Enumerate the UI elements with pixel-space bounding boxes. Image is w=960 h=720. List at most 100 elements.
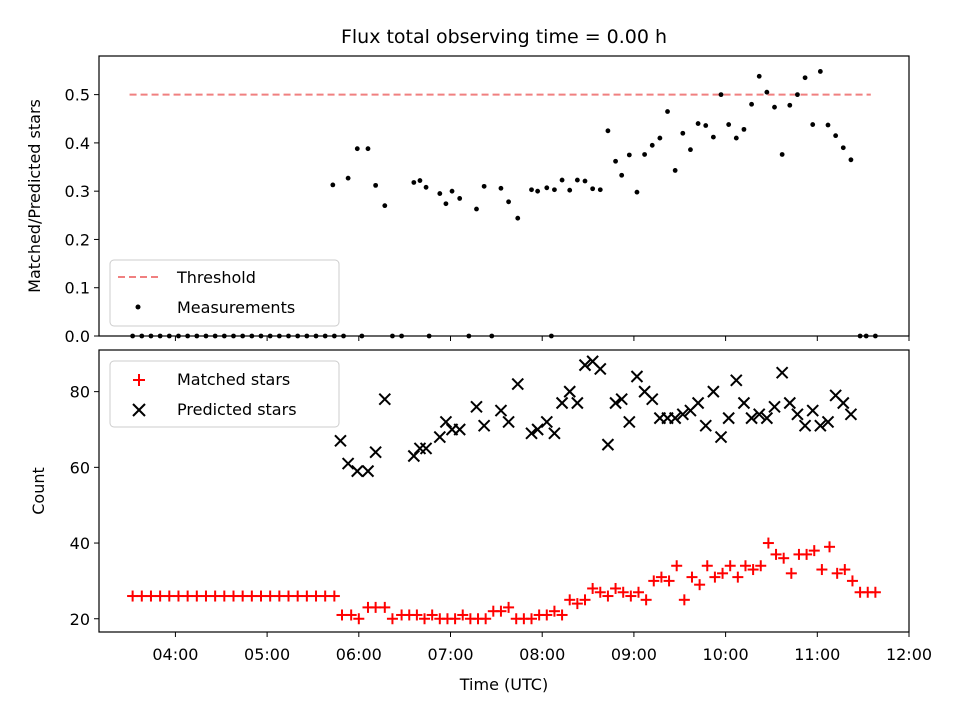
matched-point	[747, 564, 759, 576]
predicted-point	[737, 396, 751, 410]
matched-point	[801, 548, 813, 560]
matched-point	[717, 567, 729, 579]
matched-point	[755, 560, 767, 572]
measurement-point	[437, 191, 443, 196]
matched-point	[869, 586, 881, 598]
bottom-y-axis-label: Count	[29, 467, 48, 515]
predicted-point	[378, 393, 391, 406]
measurement-point	[474, 206, 479, 212]
matched-point	[694, 579, 706, 591]
measurement-point	[688, 147, 693, 153]
predicted-point	[419, 442, 433, 455]
matched-point	[548, 605, 560, 617]
predicted-point	[646, 393, 659, 406]
measurement-point	[695, 121, 701, 126]
predicted-point	[753, 408, 766, 421]
predicted-point	[548, 427, 561, 440]
measurement-point	[559, 177, 565, 183]
matched-point	[136, 590, 148, 602]
predicted-point	[578, 358, 592, 372]
predicted-point	[609, 396, 622, 410]
measurement-point	[741, 126, 747, 132]
matched-point	[227, 590, 239, 602]
measurement-point	[457, 196, 463, 201]
matched-point	[808, 545, 820, 557]
xtick-label-7: 11:00	[794, 645, 840, 664]
predicted-point	[470, 400, 483, 413]
matched-point	[839, 564, 851, 576]
xtick-label-1: 05:00	[244, 645, 290, 664]
matched-point	[648, 575, 660, 587]
matched-point	[701, 560, 713, 572]
measurement-point	[449, 188, 455, 194]
matched-point	[370, 601, 382, 613]
predicted-point	[511, 377, 524, 391]
bottom-panel: 20 40 60 80 04:00 05:00 06:00 07:00 08:00 09:00 1…	[29, 349, 932, 694]
measurement-point	[626, 152, 632, 158]
predicted-point	[494, 404, 508, 417]
matched-point	[345, 609, 357, 621]
predicted-point	[341, 457, 355, 470]
matched-point	[625, 590, 637, 602]
matched-stars-series	[127, 537, 881, 625]
matched-point	[495, 605, 507, 617]
measurement-point	[354, 146, 360, 152]
matched-point	[209, 590, 221, 602]
matched-point	[336, 609, 348, 621]
matched-point	[163, 590, 175, 602]
predicted-point	[760, 411, 774, 425]
matched-point	[564, 594, 576, 606]
top-y-axis-label: Matched/Predicted stars	[25, 99, 44, 293]
top-panel: 0.0 0.1 0.2 0.3 0.4 0.5 Matched/Predicted sta…	[25, 55, 910, 346]
measurement-point	[567, 187, 573, 193]
top-ytick-label-1: 0.1	[65, 279, 90, 298]
matched-point	[785, 567, 797, 579]
bottom-ytick-label-2: 60	[70, 458, 90, 477]
matched-point	[732, 571, 744, 583]
predicted-point	[837, 396, 850, 410]
predicted-point	[814, 419, 827, 432]
measurement-point	[833, 133, 839, 139]
matched-point	[379, 601, 391, 613]
legend-matched-marker	[133, 374, 145, 386]
measurement-point	[330, 182, 336, 188]
matched-point	[671, 560, 683, 572]
legend-predicted-label: Predicted stars	[177, 400, 297, 419]
predicted-point	[791, 408, 804, 421]
matched-point	[480, 613, 492, 625]
predicted-point	[563, 385, 576, 398]
top-ytick-label-3: 0.3	[65, 182, 90, 201]
predicted-point	[623, 415, 636, 429]
bottom-ytick-label-3: 80	[70, 383, 90, 402]
measurement-point	[481, 183, 487, 189]
matched-point	[556, 609, 568, 621]
matched-point	[411, 609, 423, 621]
xtick-label-5: 09:00	[611, 645, 657, 664]
measurement-point	[498, 185, 504, 191]
predicted-point	[699, 419, 712, 432]
predicted-point	[798, 419, 812, 432]
matched-point	[686, 571, 698, 583]
predicted-point	[730, 374, 743, 387]
matched-point	[503, 601, 515, 613]
matched-point	[602, 590, 614, 602]
xtick-label-2: 06:00	[336, 645, 382, 664]
predicted-point	[630, 370, 644, 383]
matched-point	[579, 594, 591, 606]
matched-point	[191, 590, 203, 602]
measurement-point	[672, 168, 678, 173]
predicted-point	[691, 396, 705, 410]
predicted-point	[555, 396, 569, 410]
bottom-ytick-label-1: 40	[70, 534, 90, 553]
predicted-point	[821, 415, 835, 429]
measurement-point	[749, 101, 754, 107]
matched-point	[457, 609, 469, 621]
predicted-point	[722, 411, 735, 425]
matched-point	[709, 571, 721, 583]
measurement-point	[665, 109, 670, 114]
xtick-label-3: 07:00	[427, 645, 473, 664]
measurement-point	[634, 189, 640, 195]
legend-threshold-label: Threshold	[176, 268, 256, 287]
predicted-point	[540, 415, 553, 429]
xtick-label-4: 08:00	[519, 645, 565, 664]
